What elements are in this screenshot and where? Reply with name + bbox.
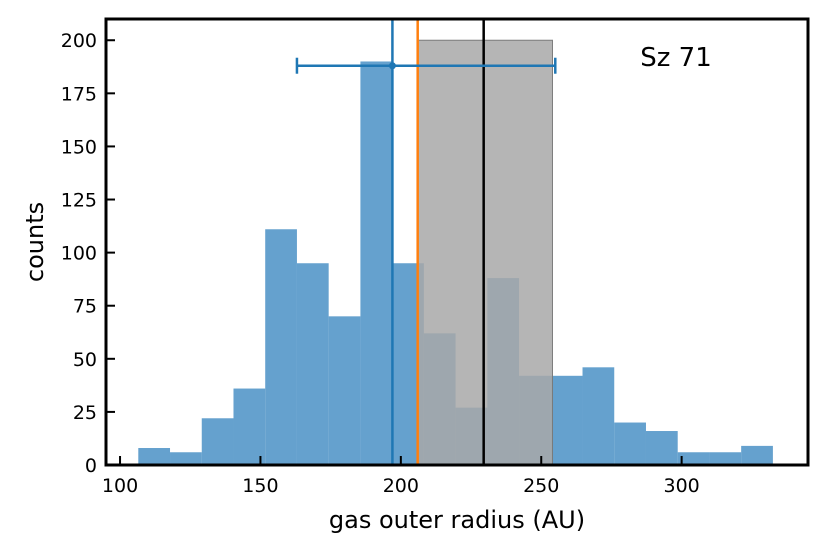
histogram-bar bbox=[677, 452, 710, 465]
y-tick-label: 50 bbox=[73, 349, 97, 371]
histogram-bar bbox=[582, 367, 615, 465]
histogram-bar bbox=[138, 448, 171, 465]
plot-frame bbox=[104, 17, 810, 467]
y-tick-label: 100 bbox=[61, 243, 97, 265]
y-tick-label: 175 bbox=[61, 83, 97, 105]
x-tick-label: 200 bbox=[383, 475, 419, 497]
histogram-bar bbox=[645, 431, 678, 465]
shaded-interval bbox=[417, 39, 553, 466]
histogram-bar bbox=[709, 452, 742, 465]
x-tick-label: 250 bbox=[523, 475, 559, 497]
chart-annotation: Sz 71 bbox=[640, 43, 712, 73]
histogram-bar bbox=[614, 422, 646, 465]
y-tick-label: 200 bbox=[61, 30, 97, 52]
histogram-bar bbox=[741, 445, 773, 465]
x-axis-label: gas outer radius (AU) bbox=[329, 506, 585, 534]
histogram-bar bbox=[170, 452, 202, 465]
shaded-interval-rect bbox=[417, 39, 553, 466]
histogram-bar bbox=[296, 263, 329, 465]
x-tick-label: 300 bbox=[664, 475, 700, 497]
histogram-bar bbox=[201, 418, 234, 465]
x-tick-label: 150 bbox=[242, 475, 278, 497]
histogram-bar bbox=[550, 375, 583, 465]
errorbar-point bbox=[388, 62, 396, 70]
y-tick-label: 125 bbox=[61, 190, 97, 212]
x-tick-label: 100 bbox=[102, 475, 138, 497]
y-tick-label: 75 bbox=[73, 296, 97, 318]
y-tick-label: 25 bbox=[73, 402, 97, 424]
errorbar bbox=[295, 57, 557, 74]
y-axis-label: counts bbox=[21, 202, 49, 282]
histogram-bar bbox=[328, 316, 361, 465]
vertical-lines bbox=[391, 19, 485, 465]
histogram-bar bbox=[233, 388, 266, 465]
y-tick-label: 0 bbox=[85, 455, 97, 477]
histogram-bar bbox=[360, 61, 393, 465]
y-tick-label: 150 bbox=[61, 136, 97, 158]
histogram-bar bbox=[265, 229, 297, 465]
